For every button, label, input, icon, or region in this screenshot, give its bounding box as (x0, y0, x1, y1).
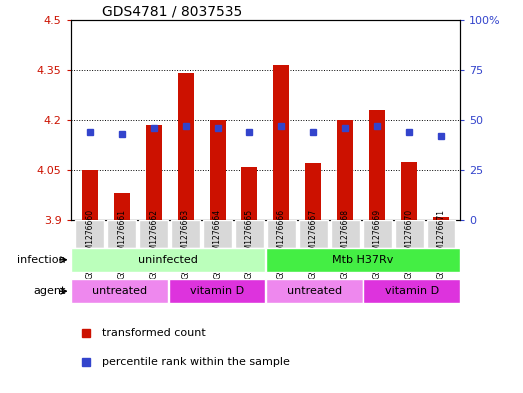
Text: GSM1276664: GSM1276664 (213, 209, 222, 260)
Text: GSM1276669: GSM1276669 (373, 209, 382, 260)
Text: GSM1276670: GSM1276670 (405, 209, 414, 260)
Bar (210, 120, 225, 220)
FancyBboxPatch shape (75, 220, 104, 248)
FancyBboxPatch shape (139, 220, 168, 248)
Text: GSM1276660: GSM1276660 (85, 209, 94, 260)
FancyBboxPatch shape (107, 220, 136, 248)
FancyBboxPatch shape (71, 248, 265, 272)
FancyBboxPatch shape (171, 220, 200, 248)
FancyBboxPatch shape (267, 220, 296, 248)
Bar (146, 125, 162, 220)
Text: GSM1276661: GSM1276661 (117, 209, 126, 260)
Text: GSM1276662: GSM1276662 (149, 209, 158, 260)
Text: transformed count: transformed count (102, 328, 206, 338)
Text: GDS4781 / 8037535: GDS4781 / 8037535 (102, 4, 242, 18)
Bar (369, 110, 385, 220)
Bar (433, 217, 449, 220)
Text: GSM1276665: GSM1276665 (245, 209, 254, 260)
Bar (401, 162, 417, 220)
FancyBboxPatch shape (168, 279, 266, 303)
FancyBboxPatch shape (235, 220, 264, 248)
FancyBboxPatch shape (363, 279, 460, 303)
Bar (305, 163, 321, 220)
FancyBboxPatch shape (363, 220, 392, 248)
Text: infection: infection (17, 255, 65, 265)
Text: Mtb H37Rv: Mtb H37Rv (332, 255, 393, 265)
Text: vitamin D: vitamin D (385, 286, 439, 296)
FancyBboxPatch shape (71, 279, 168, 303)
Text: untreated: untreated (92, 286, 147, 296)
Text: vitamin D: vitamin D (190, 286, 244, 296)
Text: uninfected: uninfected (138, 255, 198, 265)
Text: agent: agent (33, 286, 65, 296)
Text: GSM1276671: GSM1276671 (437, 209, 446, 260)
FancyBboxPatch shape (266, 279, 363, 303)
FancyBboxPatch shape (203, 220, 232, 248)
Text: untreated: untreated (287, 286, 342, 296)
Bar (242, 167, 257, 220)
Bar (274, 65, 289, 220)
FancyBboxPatch shape (299, 220, 328, 248)
Text: GSM1276663: GSM1276663 (181, 209, 190, 260)
Bar (337, 120, 353, 220)
Bar (178, 73, 194, 220)
Text: GSM1276666: GSM1276666 (277, 209, 286, 260)
FancyBboxPatch shape (331, 220, 360, 248)
Bar (113, 193, 130, 220)
Text: GSM1276668: GSM1276668 (341, 209, 350, 260)
FancyBboxPatch shape (427, 220, 456, 248)
FancyBboxPatch shape (266, 248, 460, 272)
Text: GSM1276667: GSM1276667 (309, 209, 318, 260)
Bar (82, 170, 98, 220)
FancyBboxPatch shape (395, 220, 424, 248)
Text: percentile rank within the sample: percentile rank within the sample (102, 356, 290, 367)
